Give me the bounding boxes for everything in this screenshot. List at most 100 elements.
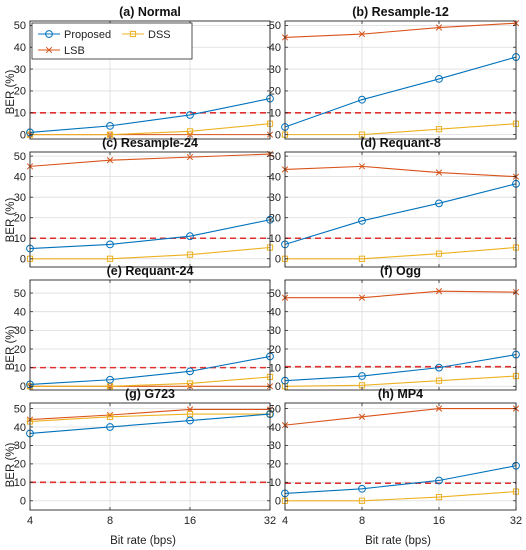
data-point-lsb xyxy=(358,294,366,301)
y-tick-label: 40 xyxy=(269,422,281,434)
data-point-lsb xyxy=(358,163,366,170)
chart-panel-7: 0 10 20 30 40 50 4 8 16 32 (g) G723 xyxy=(14,387,276,527)
y-tick-label: 0 xyxy=(275,496,281,508)
data-point-lsb xyxy=(435,24,443,31)
y-tick-label: 40 xyxy=(14,422,26,434)
y-tick-label: 30 xyxy=(14,440,26,452)
plot-area xyxy=(30,152,270,267)
data-point-dss xyxy=(435,493,443,501)
series-line-lsb xyxy=(29,153,271,167)
chart-panel-6: 0 10 20 30 40 50 (f) Ogg xyxy=(269,264,520,393)
data-point-dss xyxy=(358,255,366,262)
y-tick-label: 40 xyxy=(14,171,26,183)
y-tick-label: 50 xyxy=(14,20,26,32)
legend-marker-dss xyxy=(129,30,137,38)
data-point-lsb xyxy=(358,413,366,420)
y-tick-label: 50 xyxy=(269,20,281,32)
data-point-proposed xyxy=(186,416,194,425)
legend-marker-proposed xyxy=(45,30,53,38)
series-line-lsb xyxy=(29,408,270,421)
y-tick-label: 0 xyxy=(20,381,26,393)
y-tick-label: 10 xyxy=(14,477,26,489)
legend-box xyxy=(31,22,193,60)
series-line-dss xyxy=(285,491,517,502)
y-tick-label: 50 xyxy=(14,288,26,300)
series-line-dss xyxy=(285,123,517,136)
x-tick-label: 8 xyxy=(359,515,365,527)
panel-title: (b) Resample-12 xyxy=(352,5,449,19)
data-point-proposed xyxy=(186,111,194,119)
series-line-lsb xyxy=(284,407,516,426)
y-tick-label: 0 xyxy=(275,254,281,266)
data-point-proposed xyxy=(358,216,366,225)
chart-panel-4: 0 10 20 30 40 50 (d) Requant-8 xyxy=(269,136,520,268)
y-tick-label: 30 xyxy=(269,64,281,76)
y-tick-label: 10 xyxy=(269,362,281,374)
y-tick-label: 20 xyxy=(269,213,281,225)
y-tick-label: 50 xyxy=(269,151,281,163)
y-tick-label: 0 xyxy=(275,129,281,141)
y-axis-label-row4: BER (%) xyxy=(5,442,17,487)
y-tick-label: 50 xyxy=(269,403,281,415)
data-point-dss xyxy=(435,377,443,384)
data-point-proposed xyxy=(435,363,443,372)
panel-title: (e) Requant-24 xyxy=(107,264,194,278)
data-point-lsb xyxy=(106,157,114,164)
plot-frame xyxy=(284,402,517,511)
data-point-dss xyxy=(186,251,194,258)
data-point-proposed xyxy=(435,476,443,485)
data-point-proposed xyxy=(106,240,114,249)
y-tick-label: 0 xyxy=(20,129,26,141)
data-point-dss xyxy=(186,128,194,135)
y-tick-label: 50 xyxy=(269,288,281,300)
shared-labels: BER (%) BER (%) BER (%) BER (%) Bit rate… xyxy=(5,69,431,547)
y-tick-label: 40 xyxy=(269,42,281,54)
x-tick-label: 4 xyxy=(282,515,288,527)
series-line-dss xyxy=(285,246,517,260)
y-tick-label: 40 xyxy=(14,306,26,318)
legend-label-lsb: LSB xyxy=(64,45,85,57)
chart-panel-3: 0 10 20 30 40 50 (c) Resample-24 xyxy=(14,136,274,268)
chart-panel-2: 0 10 20 30 40 50 (b) Resample-12 xyxy=(269,5,520,141)
y-tick-label: 40 xyxy=(269,306,281,318)
legend-label-proposed: Proposed xyxy=(64,29,111,41)
y-tick-label: 30 xyxy=(269,325,281,337)
y-tick-label: 50 xyxy=(14,403,26,415)
panel-title: (c) Resample-24 xyxy=(102,136,198,150)
series-line-dss xyxy=(30,246,271,260)
y-tick-label: 20 xyxy=(14,459,26,471)
plot-area xyxy=(285,152,516,267)
series-line-dss xyxy=(29,413,270,422)
data-point-dss xyxy=(358,497,366,504)
panel-title: (d) Requant-8 xyxy=(360,136,441,150)
data-point-proposed xyxy=(435,75,443,83)
data-point-proposed xyxy=(358,484,366,493)
panel-title: (g) G723 xyxy=(125,387,175,401)
legend: Proposed DSS LSB xyxy=(31,22,193,60)
x-tick-label: 32 xyxy=(510,515,522,527)
y-tick-label: 0 xyxy=(20,496,26,508)
series-line-proposed xyxy=(284,465,517,494)
x-tick-label: 16 xyxy=(184,515,196,527)
x-tick-label: 4 xyxy=(27,515,33,527)
series-line-proposed xyxy=(284,183,517,245)
legend-label-dss: DSS xyxy=(148,29,171,41)
y-axis-label-row3: BER (%) xyxy=(5,325,17,370)
y-tick-label: 20 xyxy=(269,86,281,98)
y-tick-label: 30 xyxy=(269,192,281,204)
data-point-proposed xyxy=(186,232,194,241)
y-tick-label: 30 xyxy=(14,325,26,337)
y-tick-label: 20 xyxy=(269,459,281,471)
plot-frame xyxy=(284,151,517,268)
series-line-dss xyxy=(284,375,517,387)
y-tick-label: 50 xyxy=(14,151,26,163)
data-point-lsb xyxy=(435,288,443,295)
series-line-proposed xyxy=(29,98,271,133)
y-tick-label: 20 xyxy=(14,344,26,356)
plot-frame xyxy=(29,279,271,391)
plot-area xyxy=(285,280,516,390)
y-tick-label: 20 xyxy=(14,213,26,225)
plot-frame xyxy=(284,279,517,391)
chart-panel-5: 0 10 20 30 40 50 (e) Requant-24 xyxy=(14,264,274,393)
